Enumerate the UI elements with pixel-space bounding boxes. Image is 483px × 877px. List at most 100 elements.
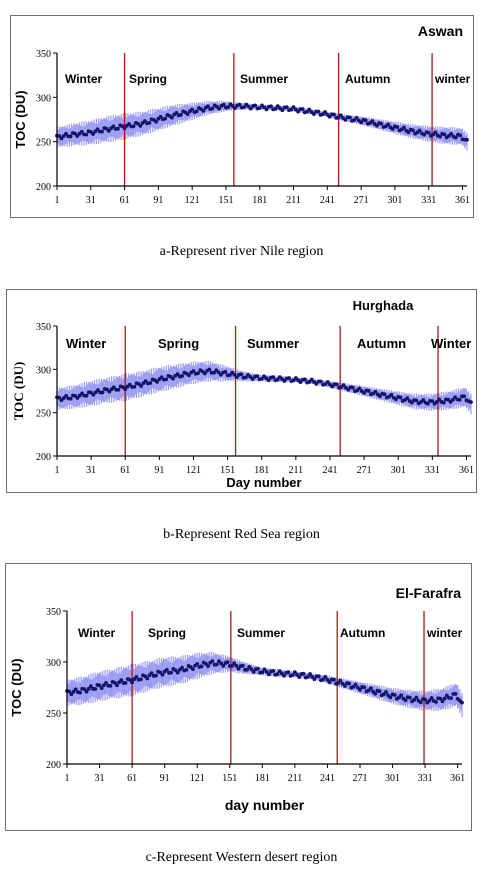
mean-point	[73, 687, 78, 692]
mean-point	[82, 687, 87, 692]
mean-point	[199, 664, 204, 669]
mean-point	[164, 667, 169, 672]
chart-panel-el-farafra: 200 250 300 350 1 31 61 91 121 151 181 211 241 271 301…	[5, 563, 472, 831]
mean-point	[422, 132, 427, 137]
mean-point	[250, 377, 255, 381]
mean-point	[347, 681, 352, 686]
x-tick-label: 271	[357, 465, 372, 476]
mean-point	[465, 137, 469, 142]
mean-point	[296, 109, 300, 114]
x-tick-label: 91	[160, 773, 170, 784]
mean-point	[286, 670, 291, 675]
x-tick-label: 241	[320, 773, 335, 784]
mean-point	[458, 133, 463, 138]
x-tick-label: 361	[459, 465, 474, 476]
mean-point	[449, 131, 454, 136]
y-tick-label: 250	[46, 709, 61, 720]
mean-point	[96, 388, 100, 393]
mean-point	[159, 375, 164, 380]
mean-series	[65, 659, 464, 705]
mean-point	[346, 387, 351, 392]
mean-point	[243, 375, 248, 380]
mean-point	[227, 373, 232, 378]
mean-point	[275, 672, 280, 677]
mean-point	[427, 698, 432, 703]
season-label: Winter	[78, 626, 116, 640]
mean-point	[239, 372, 244, 377]
x-tick-label: 331	[421, 195, 436, 206]
caption-c: c-Represent Western desert region	[145, 850, 338, 865]
mean-point	[154, 119, 159, 124]
mean-point	[395, 125, 400, 129]
season-label: winter	[426, 626, 463, 640]
mean-point	[373, 389, 378, 394]
season-label: Summer	[247, 336, 299, 351]
mean-point	[86, 686, 91, 691]
mean-point	[64, 394, 68, 398]
mean-point	[282, 673, 286, 678]
y-tick-label: 250	[36, 409, 51, 420]
mean-point	[366, 389, 371, 393]
mean-point	[359, 120, 364, 125]
mean-point	[234, 663, 239, 668]
mean-point	[71, 689, 76, 694]
mean-point	[460, 700, 464, 705]
mean-point	[388, 695, 393, 700]
caption-b: b-Represent Red Sea region	[163, 527, 320, 542]
chart-panel-aswan: 200 250 300 350 1 31 61 91 121 151 181 211 241 271 301…	[10, 15, 474, 218]
mean-point	[107, 389, 112, 394]
mean-point	[275, 377, 280, 382]
mean-point	[180, 665, 184, 670]
mean-point	[462, 394, 467, 399]
y-tick-label: 350	[36, 49, 51, 60]
x-tick-label: 271	[352, 773, 367, 784]
x-tick-label: 151	[222, 773, 237, 784]
mean-point	[73, 131, 77, 136]
mean-point	[406, 130, 411, 135]
season-label: Autumn	[340, 626, 385, 640]
y-tick-label: 200	[36, 182, 51, 193]
mean-point	[95, 127, 100, 132]
error-bars	[56, 360, 472, 415]
mean-point	[217, 106, 222, 111]
mean-point	[119, 678, 124, 682]
mean-point	[269, 104, 273, 109]
mean-point	[138, 677, 143, 682]
mean-point	[264, 669, 269, 674]
chart-title: Aswan	[418, 23, 463, 39]
x-tick-label: 121	[190, 773, 205, 784]
y-tick-label: 200	[46, 760, 61, 771]
mean-point	[84, 393, 89, 398]
x-tick-label: 211	[288, 773, 303, 784]
mean-point	[441, 400, 446, 405]
mean-point	[132, 384, 137, 389]
mean-point	[196, 371, 200, 376]
mean-point	[100, 390, 105, 395]
mean-point	[290, 673, 295, 677]
mean-point	[148, 381, 153, 385]
mean-point	[163, 116, 168, 121]
mean-point	[453, 135, 458, 140]
mean-point	[323, 110, 327, 114]
mean-point	[99, 686, 104, 690]
mean-point	[418, 700, 423, 705]
season-label: Spring	[148, 626, 186, 640]
mean-point	[271, 669, 276, 673]
mean-point	[266, 672, 271, 677]
mean-point	[75, 396, 80, 400]
mean-point	[223, 370, 228, 374]
x-tick-label: 271	[354, 195, 369, 206]
x-tick-label: 61	[120, 465, 130, 476]
mean-point	[342, 684, 347, 688]
mean-point	[438, 696, 443, 701]
mean-point	[347, 115, 352, 120]
y-tick-label: 300	[46, 658, 61, 669]
mean-point	[111, 385, 116, 390]
mean-point	[373, 691, 378, 696]
mean-point	[138, 123, 143, 128]
mean-point	[164, 377, 169, 382]
mean-point	[115, 126, 120, 131]
mean-point	[184, 667, 189, 672]
mean-point	[307, 107, 312, 112]
mean-point	[256, 666, 260, 671]
